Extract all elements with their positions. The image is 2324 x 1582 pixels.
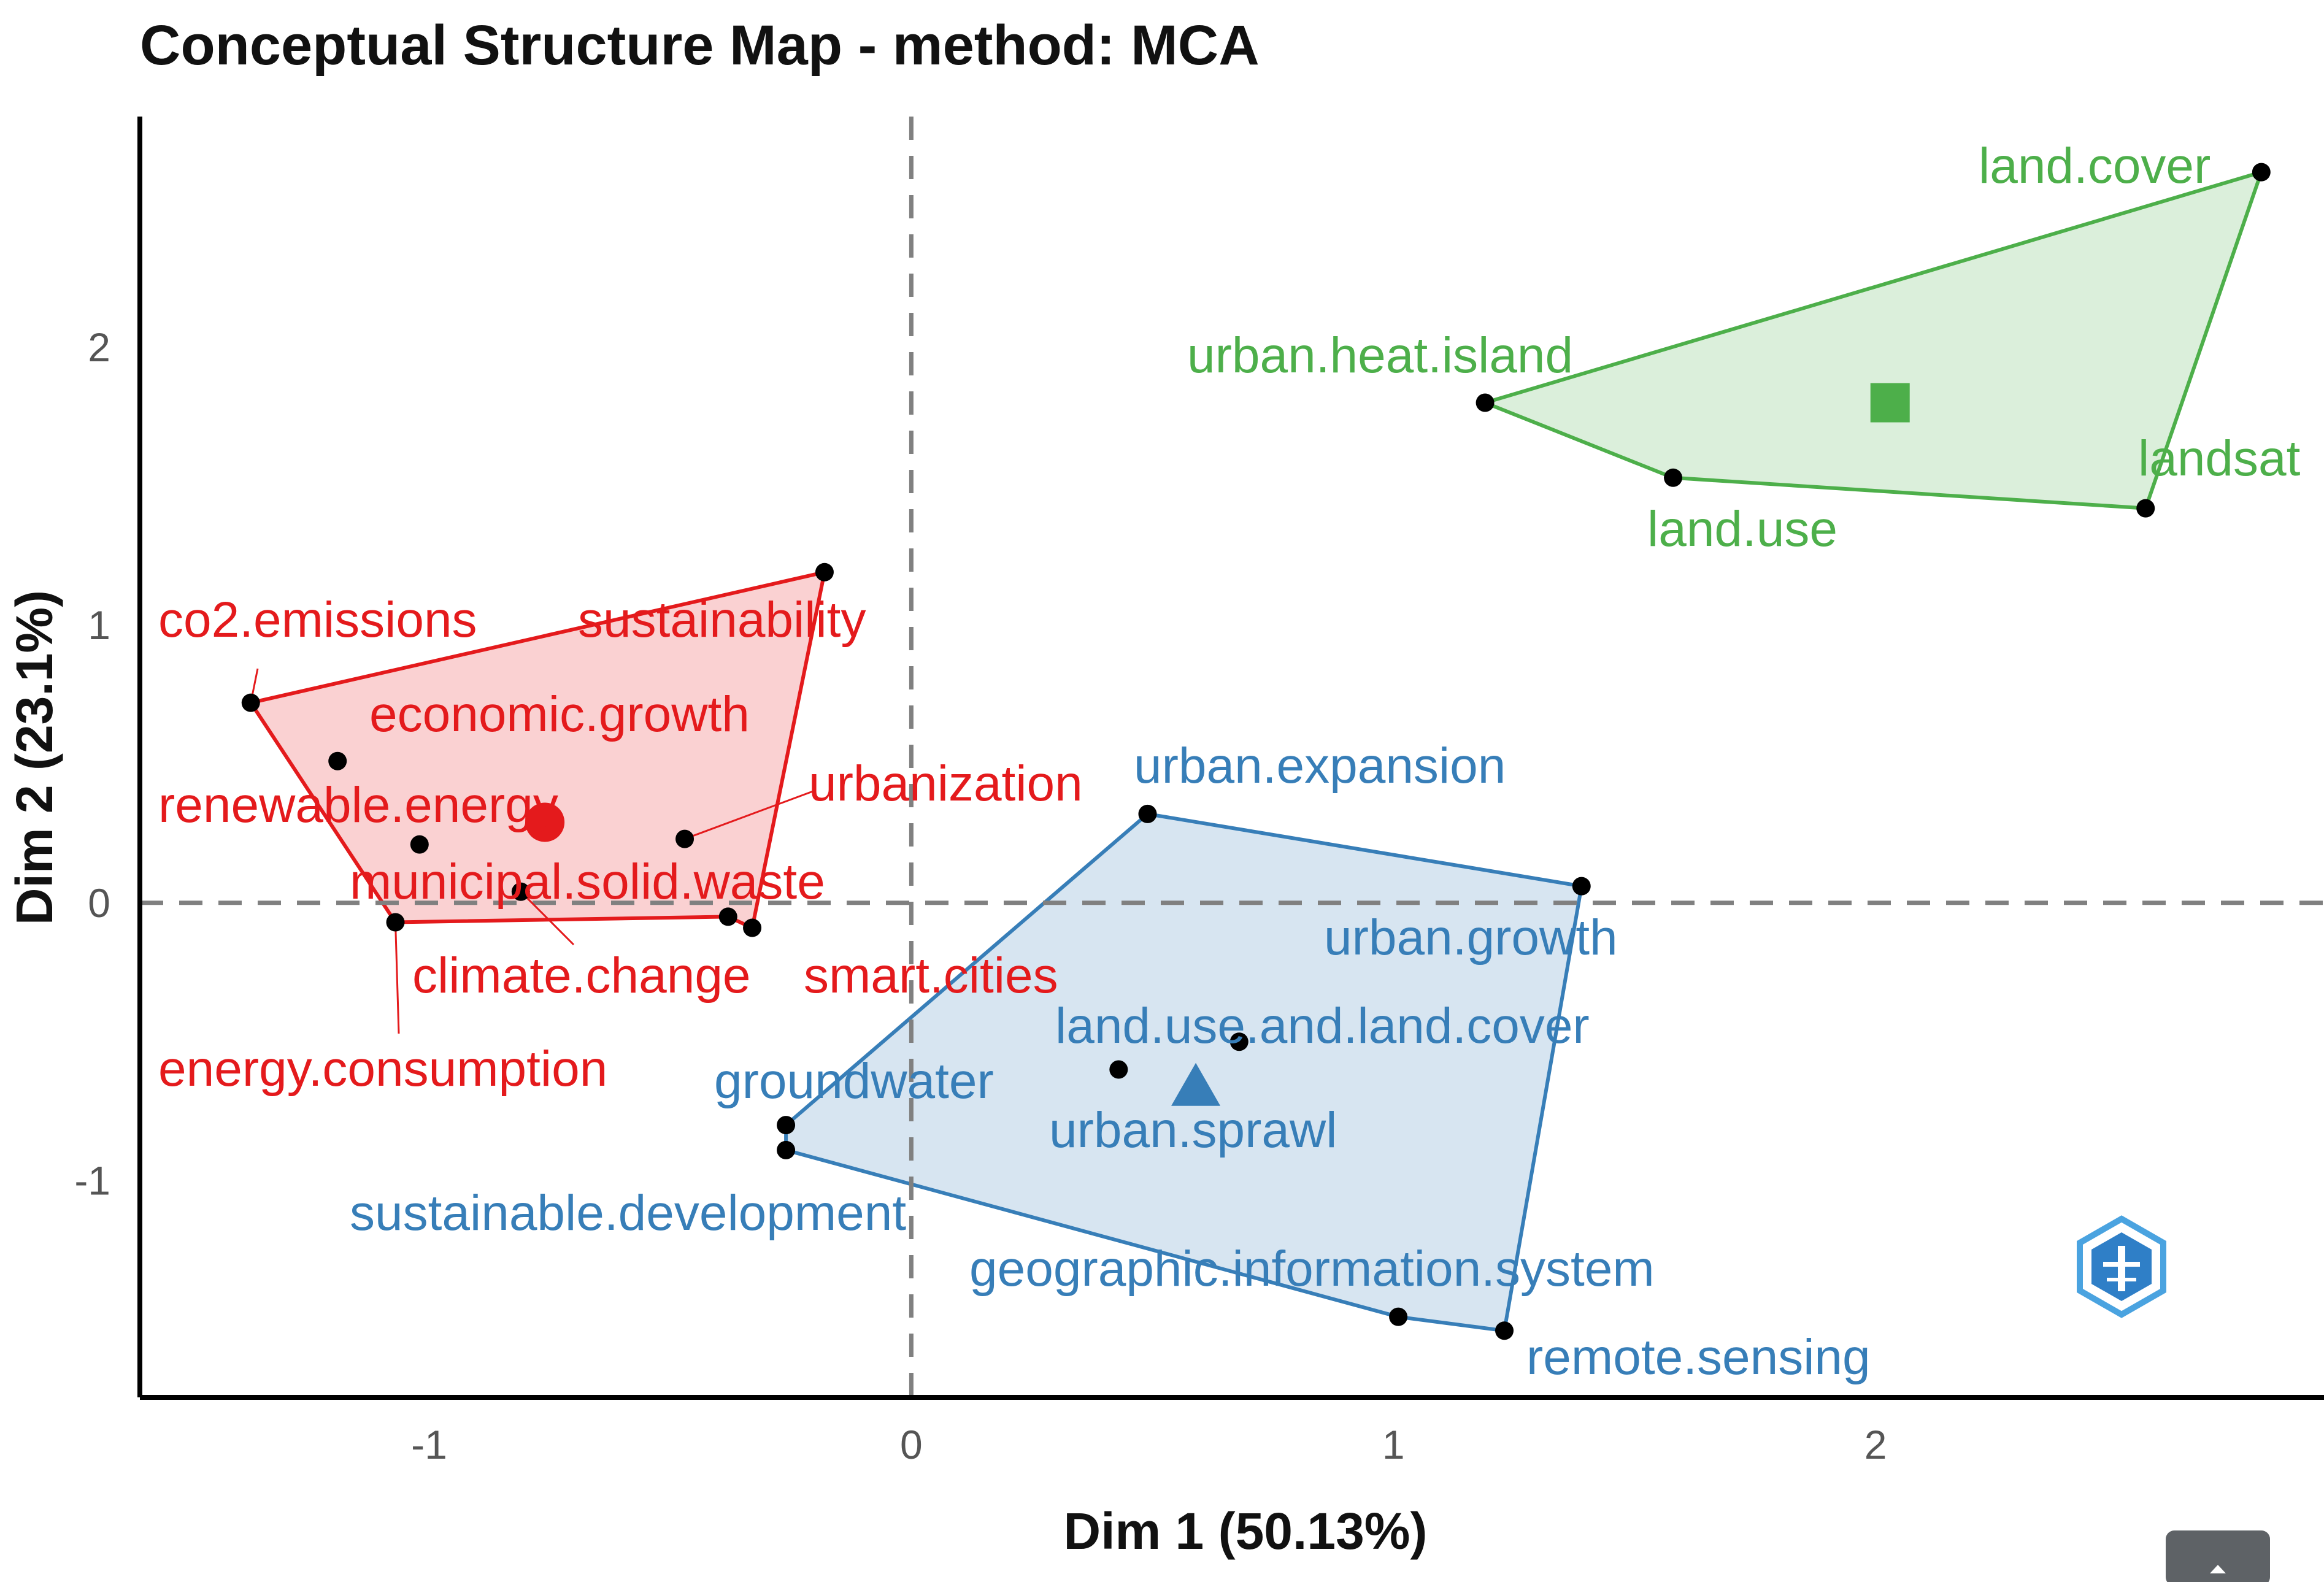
label-urbanization: urbanization <box>809 756 1083 812</box>
plot-area: co2.emissions sustainability economic.grow… <box>140 117 2324 1397</box>
label-urban-expansion: urban.expansion <box>1134 738 1506 794</box>
point-urbanization <box>675 829 695 848</box>
point-urban-sprawl <box>1109 1060 1128 1079</box>
label-landsat: landsat <box>2138 431 2301 486</box>
label-urban-heat-island: urban.heat.island <box>1187 328 1573 383</box>
y-tick-label: 0 <box>88 880 110 926</box>
y-tick-label: -1 <box>74 1158 110 1204</box>
x-axis-ticks: -1 0 1 2 <box>411 1422 1887 1467</box>
point-smart-cities <box>743 918 762 937</box>
point-energy-consumption <box>386 913 405 932</box>
y-tick-label: 2 <box>88 324 110 370</box>
point-urban-expansion <box>1138 804 1157 823</box>
label-smart-cities: smart.cities <box>804 948 1058 1004</box>
reference-lines <box>140 117 2324 1397</box>
label-sustainable-development: sustainable.development <box>350 1185 906 1241</box>
x-tick-label: 1 <box>1382 1422 1405 1467</box>
leader-municipal-solid-waste <box>520 891 575 946</box>
label-land-cover: land.cover <box>1979 138 2210 194</box>
point-renewable-energy <box>410 835 429 854</box>
cluster-3-centroid <box>1870 383 1910 423</box>
label-climate-change: climate.change <box>412 948 751 1004</box>
point-landsat <box>2136 499 2155 518</box>
label-urban-sprawl: urban.sprawl <box>1049 1102 1337 1158</box>
axes: -1 0 1 2 -1 0 1 2 <box>74 117 2324 1467</box>
cluster-2-centroid <box>1171 1062 1221 1106</box>
data-points <box>241 163 2271 1340</box>
cluster-1-centroid <box>525 802 565 842</box>
y-axis-ticks: -1 0 1 2 <box>74 324 110 1204</box>
label-energy-consumption: energy.consumption <box>158 1041 607 1097</box>
point-labels: co2.emissions sustainability economic.grow… <box>158 138 2301 1385</box>
label-remote-sensing: remote.sensing <box>1526 1329 1871 1385</box>
point-sustainability <box>815 563 834 582</box>
label-urban-growth: urban.growth <box>1324 910 1618 966</box>
point-geographic-information-system <box>1389 1307 1408 1326</box>
point-climate-change <box>718 907 737 926</box>
point-co2-emissions <box>241 693 260 712</box>
point-sustainable-development <box>777 1140 796 1159</box>
chart-title: Conceptual Structure Map - method: MCA <box>140 14 1260 77</box>
scroll-top-button[interactable] <box>2166 1530 2270 1582</box>
label-land-use-and-land-cover: land.use.and.land.cover <box>1055 998 1590 1054</box>
label-land-use: land.use <box>1647 501 1837 557</box>
point-economic-growth <box>328 751 347 770</box>
point-urban-growth <box>1572 877 1591 896</box>
point-municipal-solid-waste <box>511 882 530 901</box>
label-sustainability: sustainability <box>578 592 866 648</box>
label-economic-growth: economic.growth <box>369 686 750 742</box>
label-geographic-information-system: geographic.information.system <box>969 1241 1655 1297</box>
label-renewable-energy: renewable.energy <box>158 777 558 833</box>
x-axis-title: Dim 1 (50.13%) <box>1064 1502 1428 1560</box>
y-tick-label: 1 <box>88 602 110 648</box>
x-tick-label: -1 <box>411 1422 447 1467</box>
y-axis-title: Dim 2 (23.1%) <box>6 590 63 925</box>
label-co2-emissions: co2.emissions <box>158 592 477 648</box>
label-groundwater: groundwater <box>714 1053 994 1109</box>
x-tick-label: 0 <box>900 1422 923 1467</box>
point-groundwater <box>777 1116 796 1135</box>
point-land-use-and-land-cover <box>1229 1032 1249 1051</box>
leader-energy-consumption <box>394 922 400 1034</box>
point-land-cover <box>2252 163 2271 182</box>
x-tick-label: 2 <box>1864 1422 1887 1467</box>
watermark-logo-icon <box>2077 1215 2166 1318</box>
point-urban-heat-island <box>1476 393 1495 412</box>
cluster-centroids <box>525 383 1910 1106</box>
chevron-up-icon <box>2210 1565 2226 1573</box>
point-remote-sensing <box>1495 1321 1514 1340</box>
leader-urbanization <box>684 790 814 840</box>
point-land-use <box>1664 468 1683 487</box>
label-municipal-solid-waste: municipal.solid.waste <box>350 854 825 910</box>
label-leader-lines <box>250 668 814 1034</box>
